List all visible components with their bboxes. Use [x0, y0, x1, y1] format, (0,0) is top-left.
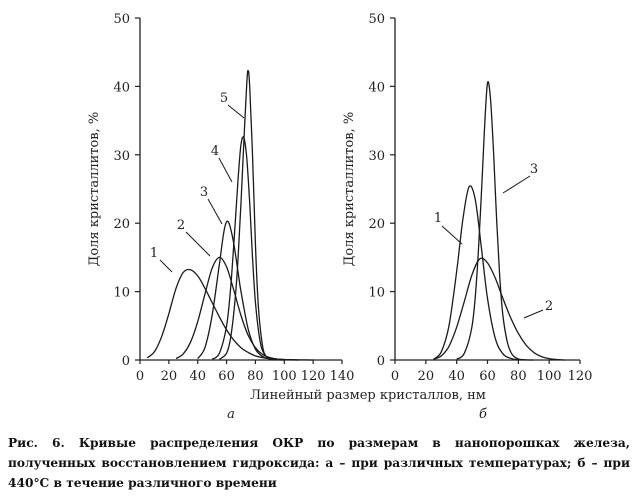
a-series-5-label: 5	[220, 91, 228, 106]
a-series-1-label: 1	[150, 246, 158, 261]
a-ytick-label: 10	[113, 286, 130, 301]
b-ytick-label: 10	[368, 286, 385, 301]
a-xtick-label: 100	[272, 369, 297, 384]
b-series-2-line	[433, 257, 565, 361]
b-xtick-label: 60	[479, 369, 496, 384]
b-series-1-leader	[441, 225, 463, 245]
b-series-3-line	[456, 81, 527, 361]
a-series-1-line	[146, 268, 314, 361]
b-xtick-label: 20	[418, 369, 435, 384]
a-xtick-label: 140	[330, 369, 355, 384]
a-series-3-line	[197, 220, 285, 361]
panel-b-ticks: 0 10 20 30 40 50 0 20 40 60 80 100 120	[368, 12, 592, 384]
figure-caption: Рис. 6. Кривые распределения ОКР по разм…	[8, 436, 630, 490]
a-series-5-line	[218, 69, 274, 361]
panel-a-label: а	[227, 407, 235, 422]
a-series-4-label: 4	[211, 144, 219, 159]
b-series-1-label: 1	[434, 211, 442, 226]
a-xtick-label: 40	[189, 369, 206, 384]
a-series-3-leader	[207, 198, 223, 225]
b-ytick-label: 30	[368, 149, 385, 164]
b-ytick-label: 50	[368, 12, 385, 27]
a-series-2-leader	[185, 231, 211, 257]
b-series-2-leader	[523, 309, 544, 319]
b-series-1-line	[433, 185, 534, 361]
panel-b-curves	[433, 81, 565, 361]
a-ytick-label: 30	[113, 149, 130, 164]
panel-a-ylabel: Доля кристаллитов, %	[87, 112, 102, 266]
b-series-2-label: 2	[545, 299, 553, 314]
panel-b-label: б	[479, 407, 487, 422]
panel-b: Доля кристаллитов, % 0 10 20 30 40 50 0 20 40 60 8…	[342, 12, 592, 422]
b-xtick-label: 80	[510, 369, 527, 384]
a-xtick-label: 20	[161, 369, 178, 384]
a-ytick-label: 0	[122, 354, 130, 369]
a-series-4-line	[211, 136, 278, 361]
b-xtick-label: 40	[448, 369, 465, 384]
panel-a: Доля кристаллитов, % 0 10 20 30 40 50 0 20 40 60 8…	[87, 12, 354, 422]
a-xtick-label: 60	[218, 369, 235, 384]
a-series-4-leader	[218, 157, 233, 183]
b-series-3-label: 3	[530, 162, 538, 177]
a-ytick-label: 20	[113, 217, 130, 232]
b-series-3-leader	[502, 175, 531, 194]
b-xtick-label: 100	[537, 369, 562, 384]
x-axis-label: Линейный размер кристаллов, нм	[250, 388, 486, 403]
panel-a-ticks: 0 10 20 30 40 50 0 20 40 60 80 100 120 140	[113, 12, 354, 384]
a-series-3-label: 3	[200, 185, 208, 200]
a-series-5-leader	[227, 104, 245, 119]
b-ytick-label: 40	[368, 80, 385, 95]
panel-b-ylabel: Доля кристаллитов, %	[342, 112, 357, 266]
panel-b-curve-labels: 1 2 3	[434, 162, 553, 319]
a-xtick-label: 120	[301, 369, 326, 384]
panel-a-curves	[146, 69, 314, 361]
a-series-2-label: 2	[177, 218, 185, 233]
a-xtick-label: 0	[136, 369, 144, 384]
panel-a-curve-labels: 1 2 3 4 5	[150, 91, 245, 273]
a-ytick-label: 40	[113, 80, 130, 95]
b-xtick-label: 0	[391, 369, 399, 384]
b-ytick-label: 20	[368, 217, 385, 232]
a-xtick-label: 80	[247, 369, 264, 384]
a-series-2-line	[175, 256, 299, 361]
a-ytick-label: 50	[113, 12, 130, 27]
b-xtick-label: 120	[568, 369, 593, 384]
a-series-1-leader	[159, 259, 173, 273]
b-ytick-label: 0	[377, 354, 385, 369]
